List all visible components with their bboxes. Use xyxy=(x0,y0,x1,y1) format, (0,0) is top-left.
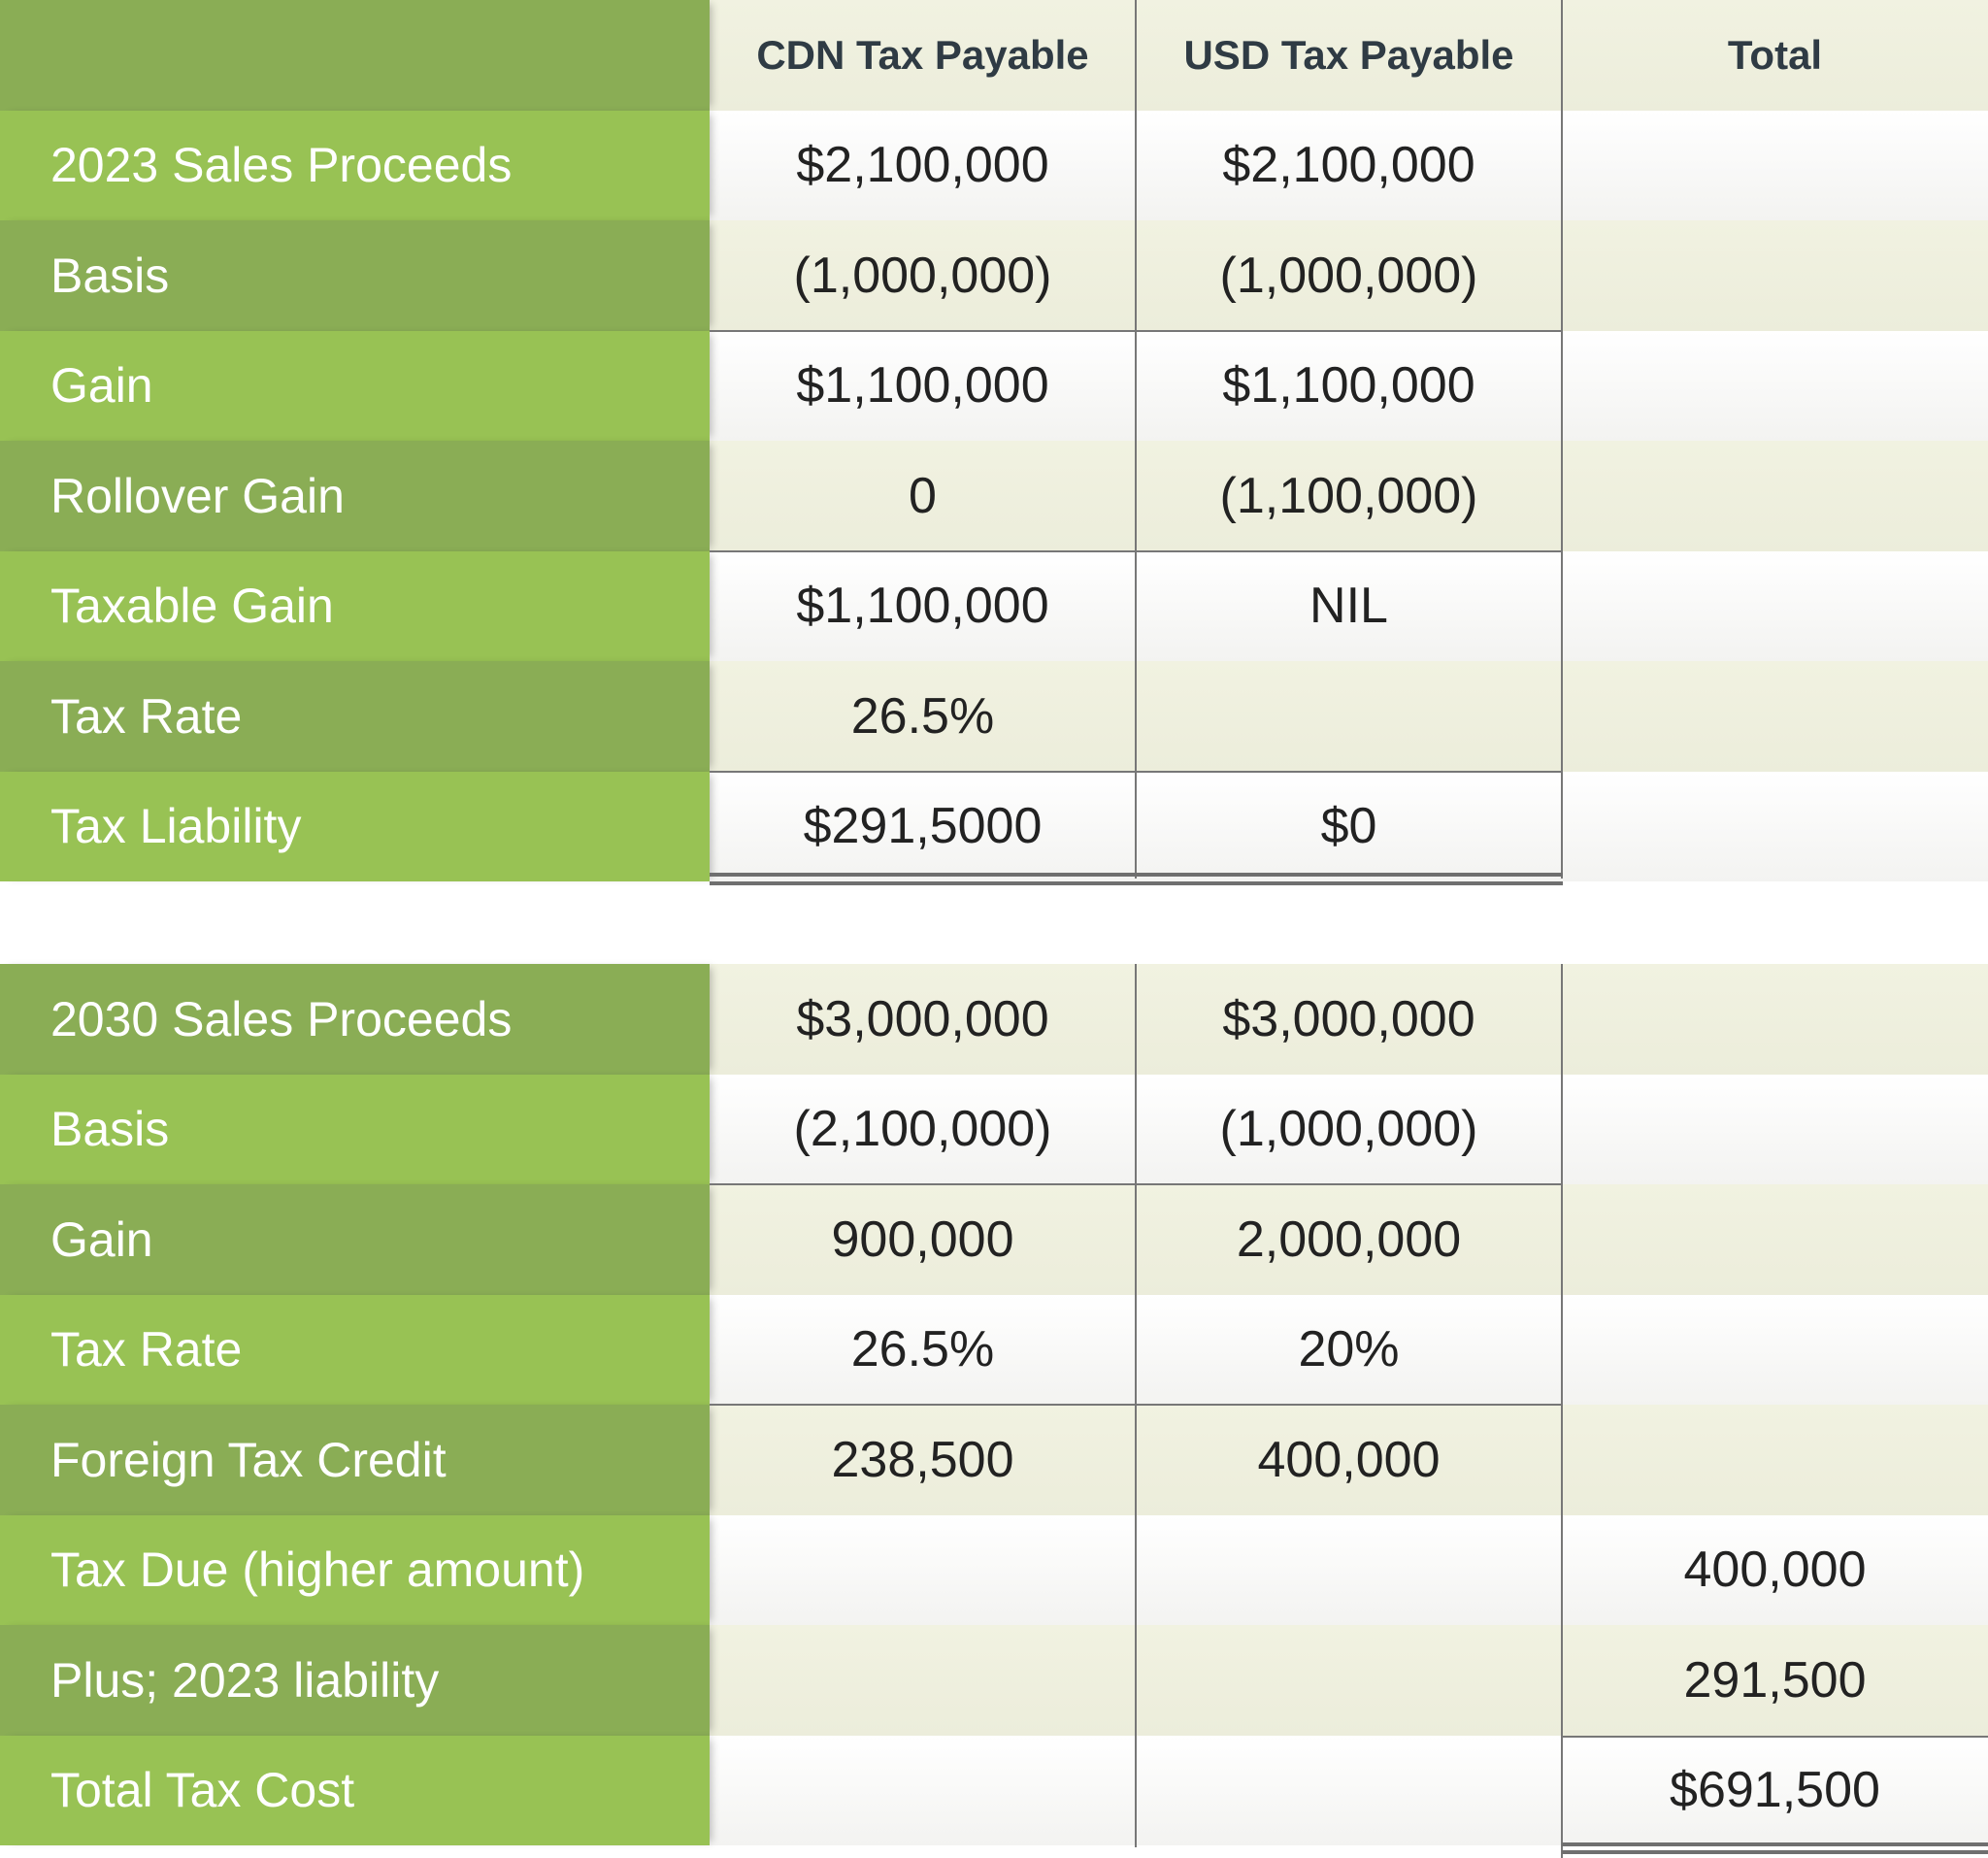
total-value xyxy=(1562,330,1988,441)
cdn-value: $1,100,000 xyxy=(710,550,1136,661)
row-label: Gain xyxy=(0,1184,710,1295)
total-value: 400,000 xyxy=(1562,1514,1988,1625)
column-divider xyxy=(1135,964,1137,1847)
table-row: Plus; 2023 liability 291,500 xyxy=(0,1625,1988,1736)
table-row: 2030 Sales Proceeds $3,000,000 $3,000,000 xyxy=(0,964,1988,1075)
usd-value: (1,000,000) xyxy=(1136,220,1562,331)
table-row: Tax Rate 26.5% 20% xyxy=(0,1294,1988,1405)
row-label: Basis xyxy=(0,1074,710,1184)
usd-value: 20% xyxy=(1136,1294,1562,1405)
header-cdn: CDN Tax Payable xyxy=(710,0,1136,111)
cdn-value: $3,000,000 xyxy=(710,964,1136,1075)
cdn-value: 0 xyxy=(710,441,1136,551)
cdn-value: 900,000 xyxy=(710,1184,1136,1295)
usd-value xyxy=(1136,1625,1562,1736)
total-value xyxy=(1562,220,1988,331)
total-value: 291,500 xyxy=(1562,1625,1988,1736)
table-row: Gain $1,100,000 $1,100,000 xyxy=(0,330,1988,441)
cdn-value: (2,100,000) xyxy=(710,1074,1136,1184)
header-total: Total xyxy=(1562,0,1988,111)
total-value xyxy=(1562,1184,1988,1295)
table-row: Tax Liability $291,5000 $0 xyxy=(0,771,1988,881)
column-divider xyxy=(1561,964,1563,1858)
table-row: Gain 900,000 2,000,000 xyxy=(0,1184,1988,1295)
row-divider xyxy=(1562,1736,1988,1738)
row-divider xyxy=(710,330,1563,332)
usd-value: $2,100,000 xyxy=(1136,110,1562,220)
cdn-value: (1,000,000) xyxy=(710,220,1136,331)
total-value: $691,500 xyxy=(1562,1735,1988,1845)
row-label: Taxable Gain xyxy=(0,550,710,661)
total-value xyxy=(1562,550,1988,661)
total-value xyxy=(1562,771,1988,881)
usd-value: (1,100,000) xyxy=(1136,441,1562,551)
header-usd: USD Tax Payable xyxy=(1136,0,1562,111)
usd-value: $1,100,000 xyxy=(1136,330,1562,441)
row-label: Gain xyxy=(0,330,710,441)
cdn-value: $1,100,000 xyxy=(710,330,1136,441)
cdn-value: 26.5% xyxy=(710,661,1136,772)
usd-value: NIL xyxy=(1136,550,1562,661)
header-row: CDN Tax Payable USD Tax Payable Total xyxy=(0,0,1988,111)
header-label-cell xyxy=(0,0,710,111)
usd-value xyxy=(1136,1514,1562,1625)
table-row: 2023 Sales Proceeds $2,100,000 $2,100,000 xyxy=(0,110,1988,220)
double-underline xyxy=(710,873,1563,877)
cdn-value: $2,100,000 xyxy=(710,110,1136,220)
table-row: Basis (1,000,000) (1,000,000) xyxy=(0,220,1988,331)
total-value xyxy=(1562,1294,1988,1405)
total-value xyxy=(1562,441,1988,551)
table-row: Taxable Gain $1,100,000 NIL xyxy=(0,550,1988,661)
double-underline xyxy=(1562,1842,1988,1846)
table-2030: 2030 Sales Proceeds $3,000,000 $3,000,000 B… xyxy=(0,964,1988,1845)
double-underline xyxy=(710,881,1563,885)
table-row: Rollover Gain 0 (1,100,000) xyxy=(0,441,1988,551)
row-label: Tax Rate xyxy=(0,1294,710,1405)
cdn-value: 238,500 xyxy=(710,1405,1136,1515)
row-divider xyxy=(710,1183,1563,1185)
row-divider xyxy=(710,550,1563,552)
row-label: Rollover Gain xyxy=(0,441,710,551)
usd-value xyxy=(1136,1735,1562,1845)
row-label: Tax Due (higher amount) xyxy=(0,1514,710,1625)
cdn-value xyxy=(710,1735,1136,1845)
row-label: 2030 Sales Proceeds xyxy=(0,964,710,1075)
column-divider xyxy=(1561,0,1563,879)
double-underline xyxy=(1562,1850,1988,1854)
row-label: Total Tax Cost xyxy=(0,1735,710,1845)
row-divider xyxy=(710,771,1563,773)
cdn-value xyxy=(710,1514,1136,1625)
total-value xyxy=(1562,110,1988,220)
cdn-value: 26.5% xyxy=(710,1294,1136,1405)
row-divider xyxy=(710,1404,1563,1406)
total-value xyxy=(1562,1074,1988,1184)
row-label: Foreign Tax Credit xyxy=(0,1405,710,1515)
column-divider xyxy=(1135,0,1137,879)
table-row: Basis (2,100,000) (1,000,000) xyxy=(0,1074,1988,1184)
cdn-value: $291,5000 xyxy=(710,771,1136,881)
usd-value: $0 xyxy=(1136,771,1562,881)
row-label: 2023 Sales Proceeds xyxy=(0,110,710,220)
usd-value xyxy=(1136,661,1562,772)
table-2023: CDN Tax Payable USD Tax Payable Total 20… xyxy=(0,0,1988,881)
row-label: Tax Rate xyxy=(0,661,710,772)
row-label: Tax Liability xyxy=(0,771,710,881)
table-row: Foreign Tax Credit 238,500 400,000 xyxy=(0,1405,1988,1515)
usd-value: 2,000,000 xyxy=(1136,1184,1562,1295)
table-row: Total Tax Cost $691,500 xyxy=(0,1735,1988,1845)
total-value xyxy=(1562,964,1988,1075)
total-value xyxy=(1562,661,1988,772)
row-label: Basis xyxy=(0,220,710,331)
row-label: Plus; 2023 liability xyxy=(0,1625,710,1736)
table-row: Tax Rate 26.5% xyxy=(0,661,1988,772)
usd-value: 400,000 xyxy=(1136,1405,1562,1515)
cdn-value xyxy=(710,1625,1136,1736)
total-value xyxy=(1562,1405,1988,1515)
usd-value: $3,000,000 xyxy=(1136,964,1562,1075)
usd-value: (1,000,000) xyxy=(1136,1074,1562,1184)
table-row: Tax Due (higher amount) 400,000 xyxy=(0,1514,1988,1625)
